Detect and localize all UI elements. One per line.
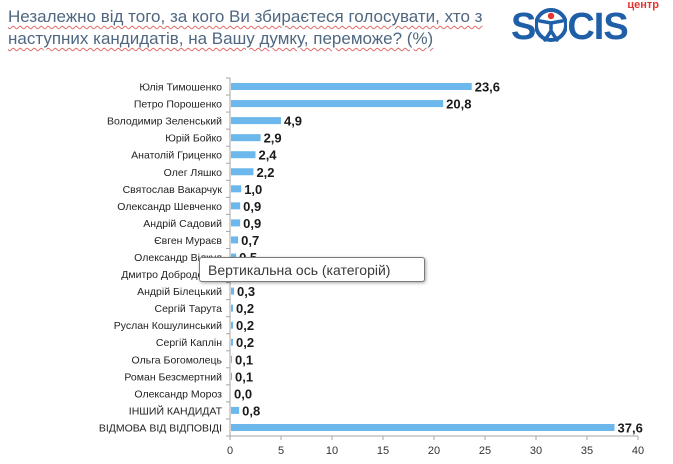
category-label: Олександр Мороз	[134, 388, 222, 400]
bar	[231, 219, 241, 227]
category-label: Андрій Білецький	[137, 286, 222, 298]
category-label: Сергій Каплін	[156, 337, 222, 349]
bar	[231, 304, 234, 312]
chart-title: Незалежно від того, за кого Ви збираєтес…	[8, 7, 483, 48]
data-label: 23,6	[475, 80, 500, 95]
x-tick-label: 35	[581, 445, 593, 457]
data-label: 0,2	[236, 318, 254, 333]
category-label: Володимир Зеленський	[107, 116, 222, 128]
logo-centr-text: центр	[627, 0, 659, 11]
category-label: Дмитро Добродомов	[121, 269, 222, 281]
x-tick-label: 15	[377, 445, 389, 457]
data-label: 0,8	[242, 403, 260, 418]
data-label: 0,2	[236, 301, 254, 316]
x-tick-label: 10	[326, 445, 338, 457]
bar	[231, 168, 254, 176]
bar	[231, 338, 234, 346]
data-label: 0,1	[235, 369, 253, 384]
category-label: Ольга Богомолець	[132, 354, 223, 366]
x-tick-label: 0	[227, 445, 233, 457]
category-label: Євген Мураєв	[154, 235, 222, 247]
x-tick-label: 40	[632, 445, 644, 457]
category-label: Юлія Тимошенко	[139, 82, 222, 94]
data-label: 20,8	[446, 97, 471, 112]
axis-tooltip: Вертикальна ось (категорій)	[199, 257, 425, 282]
data-label: 2,4	[258, 148, 277, 163]
bar	[231, 355, 233, 363]
bar	[231, 83, 472, 91]
bar	[231, 134, 261, 142]
bar	[231, 117, 281, 125]
data-label: 0,2	[236, 335, 254, 350]
category-label: Олександр Шевченко	[117, 201, 222, 213]
category-label: Анатолій Гриценко	[131, 150, 222, 162]
category-label: Андрій Садовий	[143, 218, 222, 230]
data-label: 0,1	[235, 352, 253, 367]
category-label: Юрій Бойко	[165, 133, 222, 145]
bar	[231, 287, 235, 295]
bar	[231, 151, 256, 159]
data-label: 2,2	[256, 165, 274, 180]
data-label: 0,3	[237, 284, 255, 299]
data-label: 0,9	[243, 199, 261, 214]
category-label: Руслан Кошулинський	[114, 320, 222, 332]
logo-wordmark: S CIS	[511, 6, 629, 49]
x-tick-label: 20	[428, 445, 440, 457]
category-label: ВІДМОВА ВІД ВІДПОВІДІ	[99, 422, 222, 434]
bar	[231, 236, 239, 244]
logo-letters-cis: CIS	[567, 6, 628, 48]
bar	[231, 185, 242, 193]
bar	[231, 321, 234, 329]
data-label: 4,9	[284, 114, 302, 129]
category-label: Олег Ляшко	[164, 167, 222, 179]
bar	[231, 372, 233, 380]
data-label: 1,0	[244, 182, 262, 197]
logo-figure-icon	[534, 7, 569, 43]
data-label: 37,6	[618, 420, 643, 435]
socis-logo: центр S CIS	[511, 0, 661, 49]
category-label: Роман Безсмертний	[124, 371, 222, 383]
logo-letter-s: S	[511, 6, 536, 48]
data-label: 0,7	[241, 233, 259, 248]
bar	[231, 100, 444, 108]
category-label: Святослав Вакарчук	[123, 184, 223, 196]
bar	[231, 202, 241, 210]
x-tick-label: 25	[479, 445, 491, 457]
bar	[231, 406, 240, 414]
bar	[231, 423, 615, 431]
x-tick-label: 5	[278, 445, 284, 457]
data-label: 2,9	[264, 131, 282, 146]
category-label: Петро Порошенко	[134, 99, 222, 111]
x-tick-label: 30	[530, 445, 542, 457]
data-label: 0,9	[243, 216, 261, 231]
category-label: ІНШИЙ КАНДИДАТ	[129, 404, 223, 417]
category-label: Сергій Тарута	[155, 303, 223, 315]
data-label: 0,0	[234, 386, 252, 401]
